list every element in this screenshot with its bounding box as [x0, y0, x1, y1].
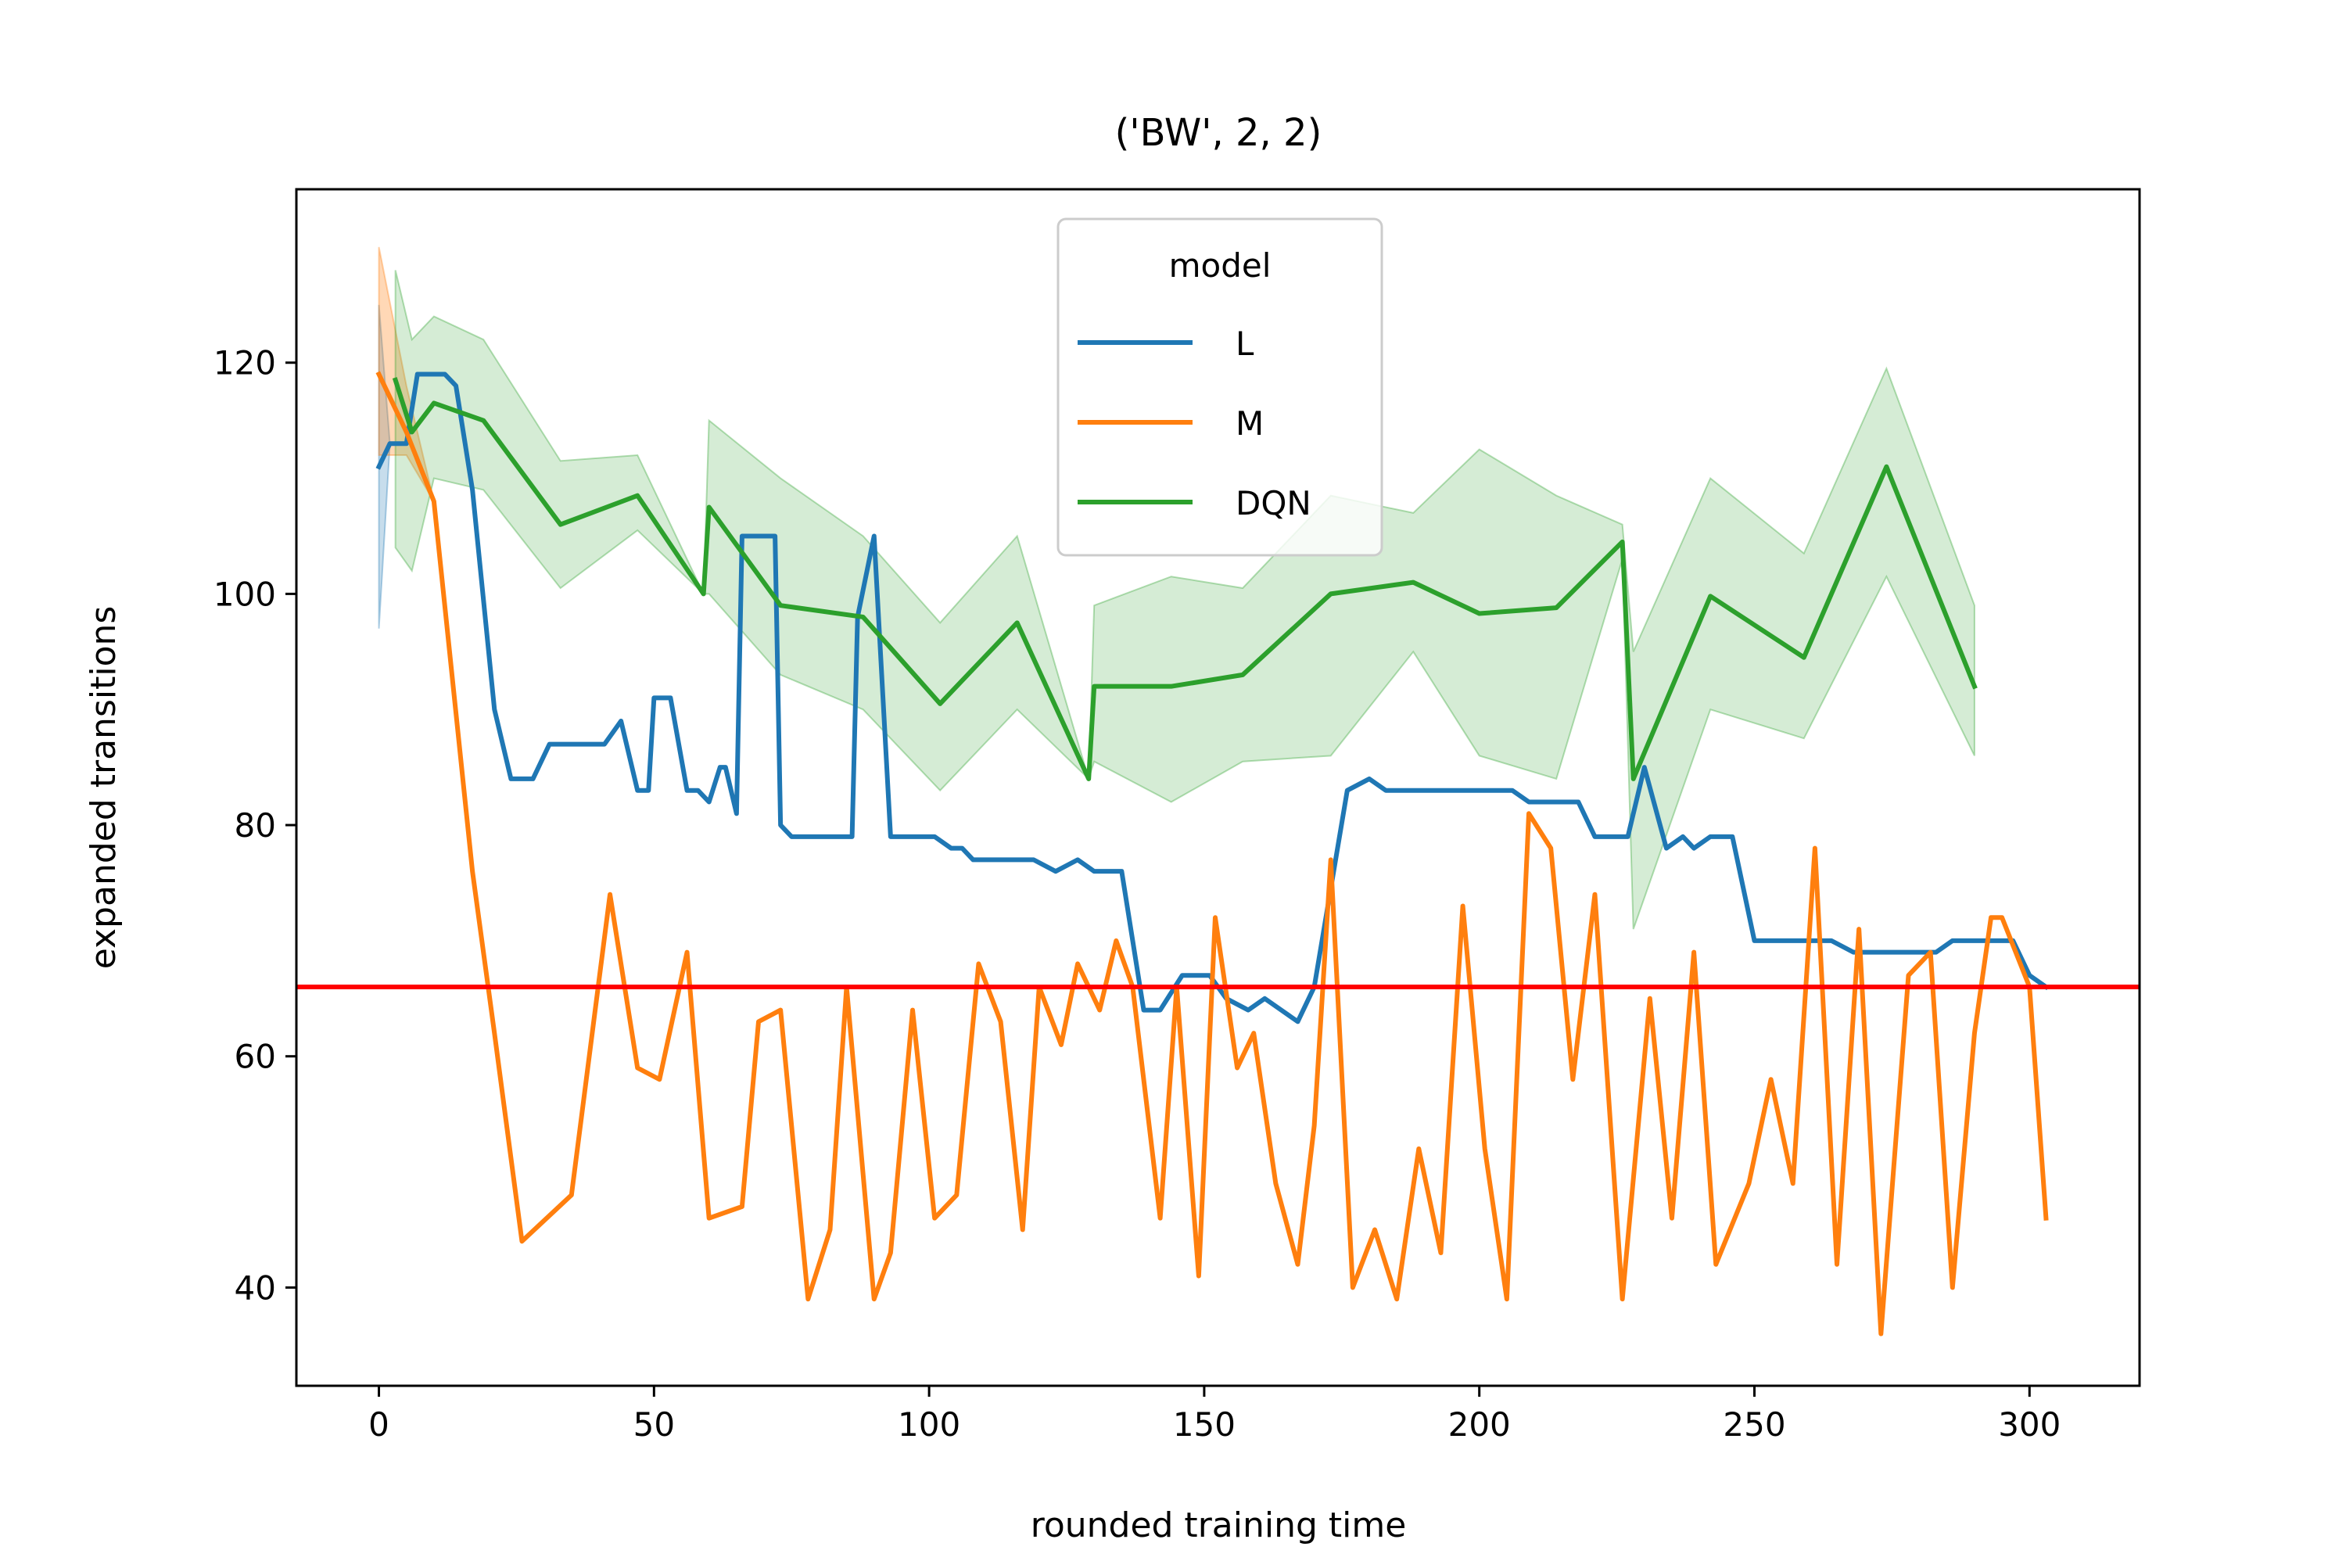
y-tick-label: 40 — [235, 1268, 276, 1307]
legend-label-l: L — [1236, 325, 1254, 363]
x-axis-label: rounded training time — [1031, 1505, 1407, 1545]
series-dqn-band — [394, 270, 1975, 930]
series-m-band — [378, 246, 435, 502]
y-tick-label: 80 — [235, 806, 276, 845]
series-dqn-line — [392, 377, 1978, 781]
y-tick-label: 120 — [213, 344, 276, 382]
x-tick-label: 100 — [898, 1405, 960, 1444]
x-tick-label: 200 — [1448, 1405, 1511, 1444]
legend-entries: L M DQN — [1078, 325, 1311, 522]
legend-label-dqn: DQN — [1236, 484, 1311, 522]
x-axis: 0 50 100 150 200 250 300 — [368, 1386, 2061, 1444]
x-tick-label: 300 — [1998, 1405, 2061, 1444]
series-m-line — [375, 371, 2049, 1337]
axes-frame — [295, 188, 2141, 1387]
x-tick-label: 250 — [1723, 1405, 1785, 1444]
x-tick-label: 50 — [633, 1405, 675, 1444]
plot-area — [296, 246, 2140, 1337]
x-tick-label: 150 — [1173, 1405, 1236, 1444]
chart-title: ('BW', 2, 2) — [1115, 111, 1322, 155]
y-axis-label: expanded transitions — [84, 606, 124, 970]
legend: model L M DQN — [1056, 217, 1383, 557]
y-tick-label: 60 — [235, 1038, 276, 1076]
x-tick-label: 0 — [368, 1405, 389, 1444]
legend-label-m: M — [1236, 404, 1264, 443]
y-tick-label: 100 — [213, 575, 276, 613]
legend-box — [1056, 217, 1383, 557]
y-axis: 40 60 80 100 120 — [213, 344, 296, 1307]
series-l-line — [375, 371, 2050, 1024]
legend-title: model — [1169, 246, 1272, 285]
